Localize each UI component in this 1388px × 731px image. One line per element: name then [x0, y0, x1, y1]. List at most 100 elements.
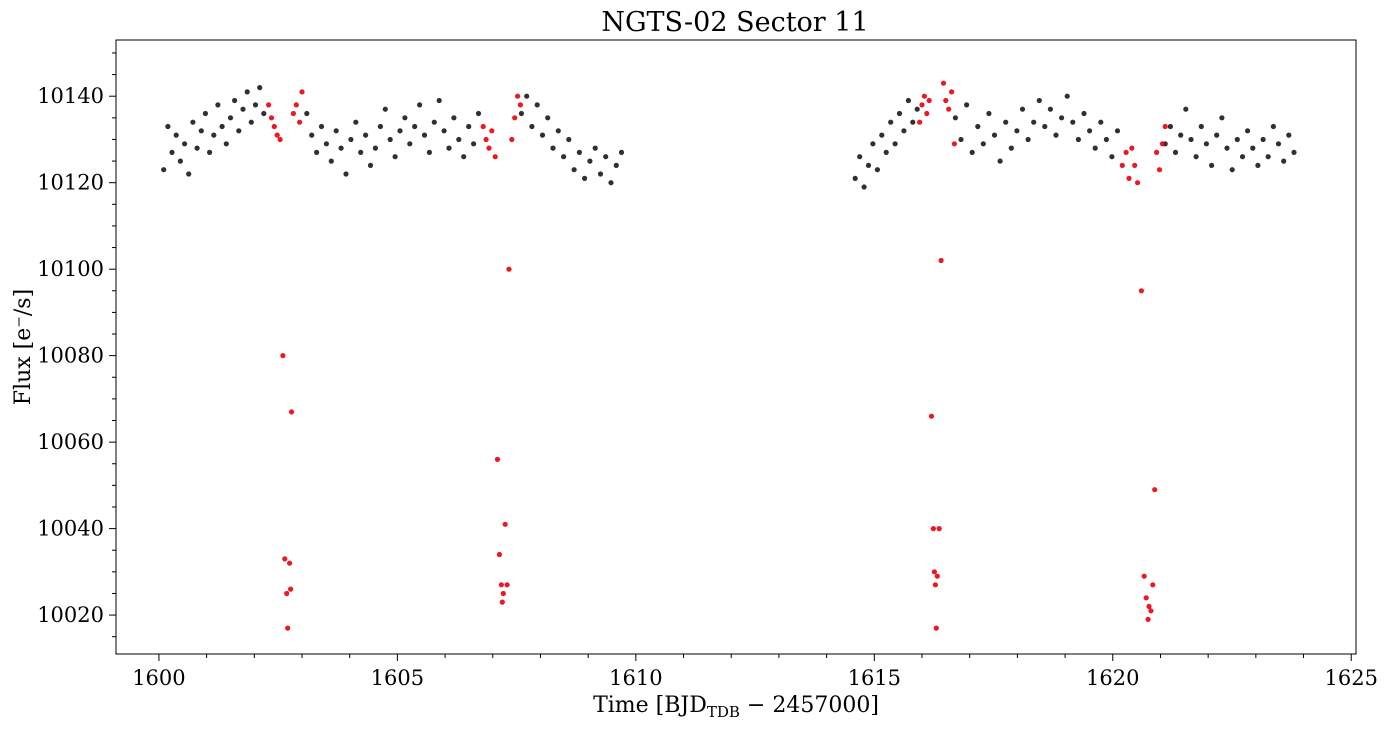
- out-of-transit-point: [1087, 128, 1093, 134]
- out-of-transit-point: [865, 162, 872, 168]
- out-of-transit-point: [358, 149, 364, 155]
- in-transit-point: [504, 582, 510, 588]
- out-of-transit-point: [1036, 97, 1042, 104]
- out-of-transit-point: [182, 141, 188, 147]
- out-of-transit-point: [1275, 141, 1282, 147]
- out-of-transit-point: [338, 145, 344, 151]
- out-of-transit-point: [529, 123, 535, 130]
- out-of-transit-point: [461, 154, 467, 160]
- out-of-transit-point: [451, 115, 457, 121]
- out-of-transit-point: [1019, 106, 1026, 112]
- y-tick-label: 10120: [37, 171, 104, 195]
- out-of-transit-point: [304, 110, 310, 117]
- out-of-transit-point: [1265, 154, 1271, 160]
- out-of-transit-point: [910, 119, 916, 125]
- out-of-transit-point: [603, 154, 609, 160]
- in-transit-point: [266, 102, 272, 108]
- out-of-transit-point: [1053, 132, 1059, 138]
- out-of-transit-point: [1214, 132, 1220, 138]
- out-of-transit-point: [592, 145, 598, 151]
- out-of-transit-point: [857, 154, 863, 160]
- in-transit-point: [933, 625, 939, 631]
- out-of-transit-point: [1172, 149, 1179, 155]
- out-of-transit-point: [348, 136, 354, 143]
- out-of-transit-point: [382, 106, 388, 112]
- in-transit-point: [271, 123, 277, 130]
- out-of-transit-point: [475, 110, 482, 117]
- in-transit-point: [1145, 616, 1151, 623]
- out-of-transit-point: [407, 141, 413, 147]
- chart-title: NGTS-02 Sector 11: [601, 7, 868, 38]
- in-transit-point: [494, 456, 501, 462]
- in-transit-point: [500, 590, 506, 597]
- out-of-transit-point: [402, 115, 408, 121]
- out-of-transit-point: [198, 128, 204, 134]
- in-transit-point: [517, 102, 524, 108]
- out-of-transit-point: [1270, 123, 1276, 130]
- out-of-transit-point: [1070, 119, 1076, 125]
- in-transit-point: [1143, 595, 1149, 601]
- x-axis: 1600 1605 1610 1615 1620 1625: [132, 654, 1378, 690]
- out-of-transit-point: [323, 141, 329, 147]
- out-of-transit-point: [1260, 136, 1266, 143]
- in-transit-point: [284, 590, 290, 597]
- out-of-transit-point: [597, 171, 604, 177]
- in-transit-point: [946, 106, 952, 112]
- out-of-transit-point: [436, 97, 442, 104]
- in-transit-point: [499, 599, 505, 605]
- in-transit-point: [506, 266, 512, 272]
- out-of-transit-point: [1059, 115, 1065, 121]
- out-of-transit-point: [211, 132, 217, 138]
- out-of-transit-point: [372, 145, 378, 151]
- in-transit-point: [930, 526, 937, 532]
- out-of-transit-point: [1291, 149, 1297, 155]
- out-of-transit-point: [471, 141, 477, 147]
- out-of-transit-point: [888, 119, 894, 125]
- out-of-transit-point: [190, 119, 196, 125]
- out-of-transit-point: [1178, 132, 1184, 138]
- out-of-transit-point: [905, 97, 912, 104]
- in-transit-point: [512, 115, 518, 121]
- out-of-transit-point: [328, 158, 334, 164]
- out-of-transit-point: [202, 110, 208, 117]
- in-transit-point: [1123, 149, 1129, 155]
- in-transit-point: [498, 582, 504, 588]
- out-of-transit-point: [1250, 145, 1256, 151]
- out-of-transit-point: [244, 89, 250, 95]
- out-of-transit-point: [343, 171, 349, 177]
- in-transit-point: [919, 102, 925, 108]
- x-axis-label-main: Time [BJD: [593, 693, 707, 718]
- out-of-transit-point: [1281, 158, 1287, 164]
- out-of-transit-point: [1025, 136, 1031, 143]
- in-transit-point: [290, 110, 296, 117]
- y-tick-label: 10060: [37, 430, 104, 454]
- out-of-transit-point: [177, 158, 183, 164]
- out-of-transit-point: [534, 102, 540, 108]
- in-transit-point: [287, 560, 293, 566]
- in-transit-point: [496, 551, 502, 558]
- in-transit-point: [480, 123, 486, 130]
- out-of-transit-point: [618, 149, 625, 155]
- out-of-transit-point: [426, 149, 432, 155]
- x-tick-label: 1610: [609, 666, 662, 690]
- out-of-transit-point: [236, 128, 242, 134]
- out-of-transit-point: [194, 145, 200, 151]
- out-of-transit-point: [232, 97, 238, 104]
- in-transit-point: [282, 556, 288, 562]
- in-transit-point: [1152, 487, 1158, 493]
- out-of-transit-point: [582, 175, 588, 181]
- out-of-transit-point: [1224, 145, 1230, 151]
- y-tick-label: 10020: [37, 603, 104, 627]
- in-transit-point: [940, 80, 947, 86]
- out-of-transit-point: [441, 128, 447, 134]
- out-of-transit-point: [1203, 141, 1209, 147]
- out-of-transit-point: [561, 154, 567, 160]
- in-transit-point: [1150, 582, 1156, 588]
- out-of-transit-point: [1239, 154, 1246, 160]
- out-of-transit-point: [257, 85, 263, 91]
- in-transit-point: [486, 145, 492, 151]
- out-of-transit-point: [969, 149, 975, 155]
- out-of-transit-point: [161, 167, 167, 173]
- in-transit-point: [268, 115, 275, 121]
- out-of-transit-point: [446, 145, 452, 151]
